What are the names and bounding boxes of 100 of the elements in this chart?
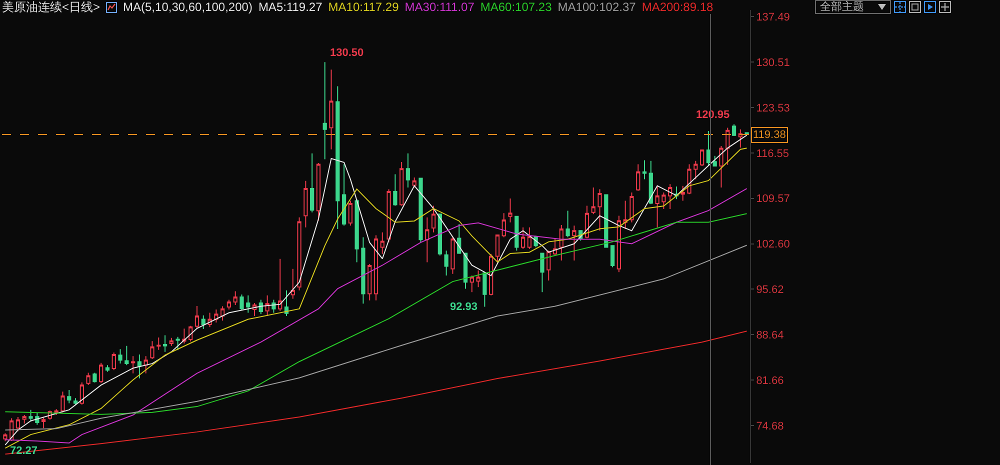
candlestick: [450, 236, 455, 274]
candlestick: [354, 198, 359, 263]
candlestick: [642, 160, 647, 180]
candlestick: [438, 214, 442, 256]
candlestick: [220, 306, 225, 322]
line-series: [4, 330, 748, 455]
candlestick: [226, 299, 232, 310]
candlestick: [463, 252, 468, 290]
candlestick: [668, 184, 672, 210]
candlestick: [476, 270, 480, 288]
candlestick: [246, 294, 250, 314]
candlestick: [233, 290, 238, 306]
candlestick: [336, 86, 340, 230]
candlestick: [290, 268, 295, 300]
text: MA100:102.37: [558, 0, 636, 14]
candlestick: [546, 250, 551, 281]
candlestick: [304, 180, 308, 228]
candlestick: [86, 372, 90, 386]
candlestick: [457, 224, 462, 254]
candlestick: [201, 314, 206, 330]
candlestick: [73, 398, 78, 406]
candlestick: [502, 212, 506, 238]
y-tick-label: 74.68: [756, 420, 784, 432]
candlestick: [400, 161, 404, 206]
candlestick: [694, 160, 698, 180]
y-tick-label: 81.66: [756, 374, 784, 387]
candlestick: [348, 200, 352, 226]
candlestick: [137, 354, 142, 379]
candlestick: [169, 337, 174, 346]
annotation: 130.50: [330, 47, 364, 59]
y-tick-label: 102.60: [756, 238, 790, 251]
text: MA200:89.18: [642, 0, 714, 14]
candlestick: [16, 416, 20, 432]
candlestick: [726, 127, 730, 166]
candlestick: [124, 345, 129, 366]
y-tick-label: 130.51: [756, 56, 790, 69]
candlestick: [265, 294, 270, 317]
candlestick: [444, 250, 448, 276]
candlestick: [662, 192, 666, 210]
y-tick-label: 88.64: [756, 330, 784, 342]
candlestick: [630, 192, 634, 223]
candlestick: [732, 124, 736, 137]
candlestick: [3, 432, 8, 442]
candlestick: [406, 152, 410, 188]
candlestick: [112, 352, 116, 371]
candlestick: [520, 226, 526, 250]
candlestick: [566, 210, 570, 238]
candlestick: [278, 258, 282, 312]
candlestick: [598, 188, 602, 232]
candlestick: [329, 69, 334, 150]
candlestick: [470, 274, 474, 293]
candlestick: [418, 178, 423, 243]
candlestick: [22, 414, 26, 424]
candlestick: [105, 364, 110, 372]
candlestick: [130, 356, 136, 374]
candlestick: [386, 188, 391, 243]
y-tick-label: 137.49: [756, 11, 790, 24]
candlestick: [712, 155, 717, 166]
line-series: [4, 213, 748, 415]
candlestick: [393, 174, 398, 206]
y-tick-label: 109.57: [756, 193, 790, 206]
candlestick: [655, 185, 660, 228]
candlestick: [584, 205, 590, 239]
ref-line-label: 119.38: [753, 129, 786, 141]
candlestick: [425, 216, 430, 263]
candlestick: [648, 160, 653, 205]
candlestick: [687, 164, 692, 195]
candlestick: [719, 146, 724, 188]
candlestick: [514, 216, 519, 252]
candlestick: [92, 372, 97, 383]
y-tick-label: 95.62: [756, 284, 784, 296]
candlestick: [361, 236, 366, 304]
candlestick: [194, 306, 200, 330]
text: MA10:117.29: [328, 0, 399, 14]
candlestick: [67, 390, 72, 404]
candlestick: [482, 272, 487, 308]
annotation: 92.93: [450, 301, 478, 313]
candlestick: [431, 205, 436, 233]
text: MA5:119.27: [258, 0, 322, 14]
candlestick: [28, 409, 33, 422]
candlestick: [41, 417, 46, 429]
candlestick: [310, 152, 314, 213]
candlestick: [80, 382, 84, 406]
candlestick: [680, 185, 685, 202]
candlestick: [636, 164, 640, 192]
legend-title: MA(5,10,30,60,100,200): [123, 0, 252, 14]
candlestick: [706, 130, 711, 166]
text: MA30:111.07: [404, 0, 474, 14]
chart-title: 美原油连续<日线>: [2, 0, 100, 14]
candlestick: [150, 340, 154, 360]
candlestick: [700, 148, 704, 166]
y-tick-label: 123.53: [756, 102, 790, 114]
candlestick: [527, 226, 532, 250]
candlestick: [623, 200, 628, 230]
candlestick: [284, 290, 289, 317]
annotation: 120.95: [696, 109, 730, 121]
candlestick: [322, 62, 327, 160]
candlestick: [144, 356, 148, 374]
candlestick: [297, 216, 302, 291]
line-series: [4, 244, 748, 430]
